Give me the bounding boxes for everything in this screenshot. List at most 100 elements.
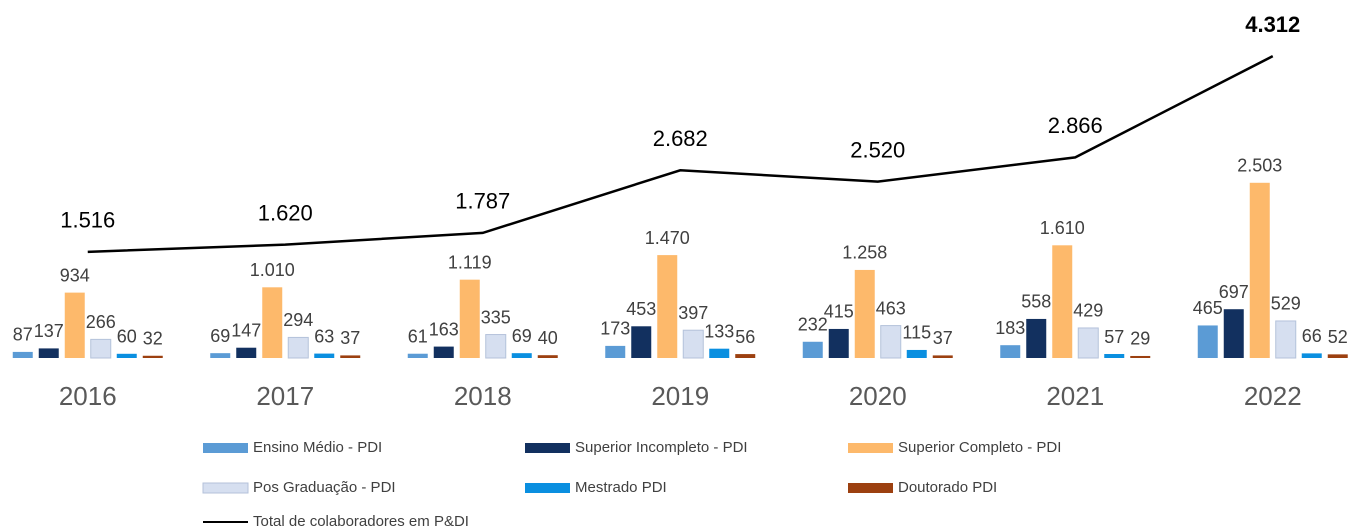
data-label: 453 [626, 299, 656, 319]
bar [407, 353, 428, 358]
data-label: 934 [60, 265, 90, 285]
bar [880, 325, 902, 359]
bar [802, 341, 823, 358]
data-label: 397 [678, 303, 708, 323]
bar [340, 355, 361, 358]
data-label: 56 [735, 327, 755, 347]
data-label: 1.470 [645, 228, 690, 248]
bar [1223, 309, 1244, 358]
data-label: 232 [798, 315, 828, 335]
line-label: 4.312 [1245, 12, 1300, 37]
data-label: 173 [600, 319, 630, 339]
data-label: 1.610 [1040, 218, 1085, 238]
data-label: 32 [143, 329, 163, 349]
bar [210, 353, 231, 358]
data-label: 29 [1130, 329, 1150, 349]
total-line [87, 55, 1274, 254]
bar [485, 334, 507, 359]
bar [12, 351, 33, 358]
line-label: 1.787 [455, 189, 510, 214]
legend-swatch [203, 443, 248, 453]
bar [605, 345, 626, 358]
legend-swatch [525, 443, 570, 453]
bar [1052, 245, 1073, 358]
bar [932, 355, 953, 358]
x-tick-label: 2021 [1046, 381, 1104, 411]
bar [735, 354, 756, 358]
data-label: 183 [995, 318, 1025, 338]
data-label: 266 [86, 312, 116, 332]
data-label: 60 [117, 327, 137, 347]
data-label: 57 [1104, 327, 1124, 347]
bar [116, 353, 137, 358]
bar [64, 292, 85, 358]
data-label: 1.119 [448, 252, 492, 272]
bar [262, 287, 283, 358]
data-label: 61 [408, 326, 428, 346]
data-label: 66 [1302, 326, 1322, 346]
legend-swatch [525, 483, 570, 493]
x-tick-label: 2020 [849, 381, 907, 411]
data-label: 133 [704, 321, 734, 341]
bar [1077, 327, 1099, 359]
bar [854, 269, 875, 358]
data-label: 115 [902, 323, 931, 343]
data-label: 529 [1271, 294, 1301, 314]
data-label: 40 [538, 328, 558, 348]
data-label: 415 [824, 302, 854, 322]
bar [1130, 355, 1151, 358]
data-label: 2.503 [1237, 156, 1282, 176]
data-label: 63 [314, 326, 334, 346]
bar [90, 338, 112, 359]
data-label: 1.258 [842, 243, 887, 263]
data-label: 465 [1193, 298, 1223, 318]
bar [657, 255, 678, 358]
legend-label: Ensino Médio - PDI [253, 439, 382, 456]
legend-label: Doutorado PDI [898, 479, 997, 496]
bar [236, 347, 257, 358]
legend-swatch [848, 443, 893, 453]
data-label: 463 [876, 298, 906, 318]
x-tick-label: 2016 [59, 381, 117, 411]
bar [1197, 325, 1218, 358]
line-label: 1.516 [60, 208, 115, 233]
bar [1104, 354, 1125, 358]
data-label: 69 [512, 326, 532, 346]
legend-swatch [848, 483, 893, 493]
bar [142, 355, 163, 358]
legend-label: Mestrado PDI [575, 479, 667, 496]
legend-label: Total de colaboradores em P&DI [253, 513, 469, 530]
legend-label: Superior Completo - PDI [898, 439, 1061, 456]
data-label: 87 [13, 325, 33, 345]
bar [1026, 318, 1047, 358]
data-label: 37 [933, 328, 953, 348]
legend-swatch [202, 482, 249, 494]
data-label: 558 [1021, 292, 1051, 312]
line-label: 1.620 [258, 200, 313, 225]
bar [537, 355, 558, 358]
data-label: 52 [1328, 327, 1348, 347]
x-tick-label: 2018 [454, 381, 512, 411]
bar [511, 353, 532, 358]
data-label: 163 [429, 319, 459, 339]
data-label: 137 [34, 321, 64, 341]
bar [1275, 320, 1297, 359]
x-tick-label: 2022 [1244, 381, 1302, 411]
line-label: 2.682 [653, 126, 708, 151]
legend-label: Pos Graduação - PDI [253, 479, 396, 496]
data-label: 335 [481, 307, 511, 327]
data-label: 697 [1219, 282, 1249, 302]
bar [682, 329, 704, 359]
line-label: 2.520 [850, 137, 905, 162]
bar [631, 326, 652, 358]
x-tick-label: 2019 [651, 381, 709, 411]
bar [1327, 354, 1348, 358]
data-label: 147 [231, 320, 261, 340]
data-label: 429 [1073, 301, 1103, 321]
legend-label: Superior Incompleto - PDI [575, 439, 748, 456]
line-label: 2.866 [1048, 113, 1103, 138]
bar [1249, 182, 1270, 358]
bar [287, 336, 309, 359]
bar [709, 348, 730, 358]
